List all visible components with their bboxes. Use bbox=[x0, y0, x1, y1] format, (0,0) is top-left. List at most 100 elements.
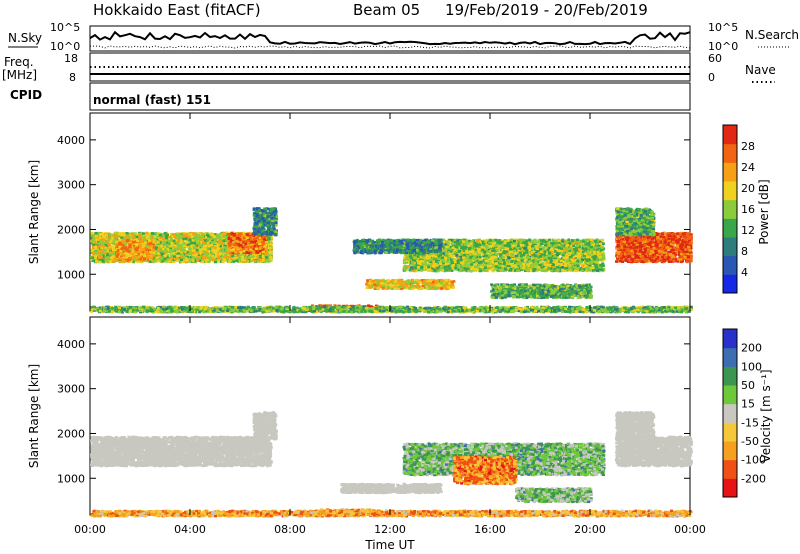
power-cell bbox=[254, 257, 257, 260]
power-cell bbox=[269, 256, 272, 259]
power-cell bbox=[223, 239, 226, 242]
power-cell bbox=[231, 255, 234, 258]
power-cell bbox=[172, 252, 175, 255]
power-cell bbox=[199, 251, 202, 254]
power-cell bbox=[180, 259, 183, 262]
power-cell bbox=[251, 255, 254, 258]
power-cell bbox=[185, 241, 188, 244]
power-cell bbox=[174, 248, 177, 251]
power-cell bbox=[224, 246, 227, 249]
power-cell bbox=[226, 258, 229, 261]
power-cell bbox=[177, 245, 180, 248]
power-cell bbox=[169, 245, 172, 248]
power-cell bbox=[161, 253, 164, 256]
power-cell bbox=[94, 256, 97, 259]
power-cell bbox=[182, 243, 185, 246]
power-cell bbox=[238, 257, 241, 260]
power-cell bbox=[99, 239, 102, 242]
power-cell bbox=[194, 238, 197, 241]
power-cell bbox=[112, 245, 115, 248]
power-cell bbox=[170, 255, 173, 258]
power-cell bbox=[196, 249, 199, 252]
power-cell bbox=[176, 242, 179, 245]
power-cell bbox=[95, 235, 98, 238]
power-cell bbox=[208, 238, 211, 241]
count-tick-right-top: 10^5 bbox=[708, 21, 738, 34]
count-panel: N.Sky 10^5 10^0 10^5 10^0 N.Search bbox=[8, 21, 799, 53]
power-cell bbox=[245, 256, 248, 259]
power-cell bbox=[168, 240, 171, 243]
nsky-trace bbox=[90, 32, 690, 44]
power-cell bbox=[226, 256, 229, 258]
power-cell bbox=[163, 241, 166, 244]
power-cell bbox=[167, 258, 170, 261]
power-cell bbox=[105, 234, 108, 237]
power-cell bbox=[151, 236, 154, 239]
power-cell bbox=[188, 235, 191, 238]
power-cell bbox=[131, 234, 134, 237]
power-cell bbox=[173, 255, 176, 257]
beam-label: Beam 05 bbox=[353, 1, 420, 19]
power-cell bbox=[164, 255, 167, 258]
power-cell bbox=[174, 258, 177, 261]
power-cell bbox=[216, 249, 219, 252]
power-cell bbox=[133, 236, 136, 239]
cpid-label: CPID bbox=[10, 88, 42, 102]
power-cell bbox=[205, 257, 208, 260]
power-cell bbox=[118, 233, 121, 236]
power-cell bbox=[219, 253, 222, 256]
nsky-label: N.Sky bbox=[8, 31, 42, 45]
power-cell bbox=[182, 238, 185, 241]
power-cell bbox=[207, 242, 210, 245]
power-marks bbox=[90, 207, 693, 313]
nave-tick-bottom: 0 bbox=[708, 71, 715, 84]
power-cell bbox=[97, 255, 100, 258]
power-cell bbox=[219, 242, 222, 245]
power-cell bbox=[251, 258, 254, 261]
power-cell bbox=[176, 255, 179, 258]
power-cell bbox=[172, 233, 175, 236]
power-cell bbox=[102, 236, 105, 239]
power-cell bbox=[268, 247, 271, 250]
power-cell bbox=[157, 241, 160, 244]
power-cell bbox=[145, 232, 148, 235]
cpid-value: normal (fast) 151 bbox=[93, 93, 211, 107]
power-cell bbox=[193, 246, 196, 249]
power-cell bbox=[160, 245, 163, 248]
power-cell bbox=[270, 258, 273, 261]
freq-label: Freq. bbox=[4, 55, 34, 69]
power-cell bbox=[151, 255, 154, 258]
power-cell bbox=[174, 244, 177, 247]
power-cell bbox=[192, 250, 195, 253]
power-cell bbox=[126, 232, 129, 235]
power-cell bbox=[217, 260, 220, 263]
freq-tick-top: 18 bbox=[64, 52, 78, 65]
power-cell bbox=[208, 257, 211, 260]
power-cell bbox=[225, 249, 228, 252]
power-cell bbox=[193, 242, 196, 245]
power-cell bbox=[232, 260, 235, 263]
power-cell bbox=[94, 251, 97, 254]
power-cell bbox=[151, 232, 154, 235]
power-cell bbox=[135, 236, 138, 239]
power-cell bbox=[114, 236, 117, 239]
power-cell bbox=[110, 257, 113, 260]
power-cell bbox=[241, 257, 244, 260]
power-cell bbox=[165, 237, 168, 240]
power-cell bbox=[98, 244, 101, 247]
power-cell bbox=[159, 234, 162, 237]
power-cell bbox=[214, 261, 217, 264]
power-cell bbox=[99, 261, 102, 264]
power-cell bbox=[129, 236, 132, 239]
power-cell bbox=[164, 232, 167, 235]
power-cell bbox=[109, 248, 112, 251]
power-cell bbox=[222, 261, 225, 264]
power-cell bbox=[183, 235, 186, 238]
power-cell bbox=[91, 234, 94, 237]
power-cell bbox=[192, 239, 195, 242]
power-cell bbox=[107, 240, 110, 243]
power-cell bbox=[204, 239, 207, 242]
power-cell bbox=[104, 249, 107, 252]
power-cell bbox=[162, 238, 165, 241]
power-cell bbox=[157, 252, 160, 255]
